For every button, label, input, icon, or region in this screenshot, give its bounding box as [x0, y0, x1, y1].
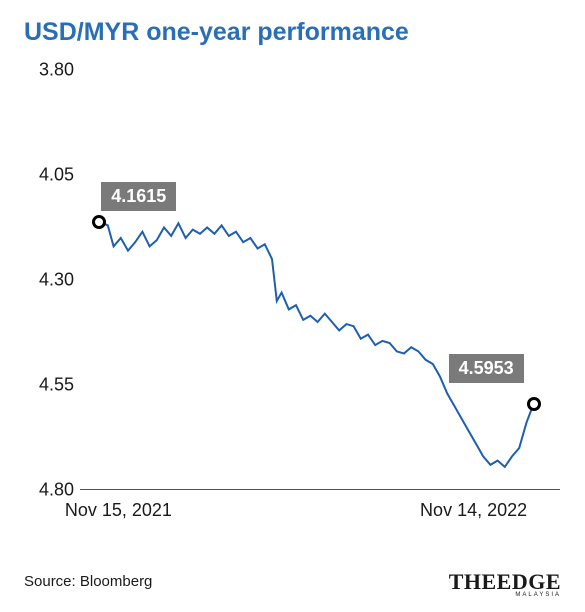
publisher-logo: THEEDGE MALAYSIA	[449, 569, 561, 598]
start-point-marker	[92, 215, 106, 229]
end-value-label: 4.5953	[449, 354, 524, 383]
chart-container: USD/MYR one-year performance 3.80 4.05 4.3…	[0, 0, 585, 612]
x-tick-label: Nov 14, 2022	[420, 500, 527, 521]
plot-area: 4.1615 4.5953	[80, 70, 560, 490]
chart-title: USD/MYR one-year performance	[24, 18, 409, 47]
y-tick-label: 4.55	[39, 375, 74, 396]
y-tick-label: 4.80	[39, 480, 74, 501]
logo-main: THEEDGE	[449, 569, 561, 594]
y-axis: 3.804.054.304.554.80	[24, 70, 74, 490]
start-value-label: 4.1615	[101, 182, 176, 211]
data-line	[99, 222, 533, 467]
y-tick-label: 4.05	[39, 165, 74, 186]
x-axis: Nov 15, 2021Nov 14, 2022	[80, 500, 560, 530]
end-point-marker	[527, 397, 541, 411]
source-text: Source: Bloomberg	[24, 573, 152, 590]
line-chart-svg	[80, 70, 560, 490]
x-tick-label: Nov 15, 2021	[65, 500, 172, 521]
y-tick-label: 3.80	[39, 60, 74, 81]
y-tick-label: 4.30	[39, 270, 74, 291]
